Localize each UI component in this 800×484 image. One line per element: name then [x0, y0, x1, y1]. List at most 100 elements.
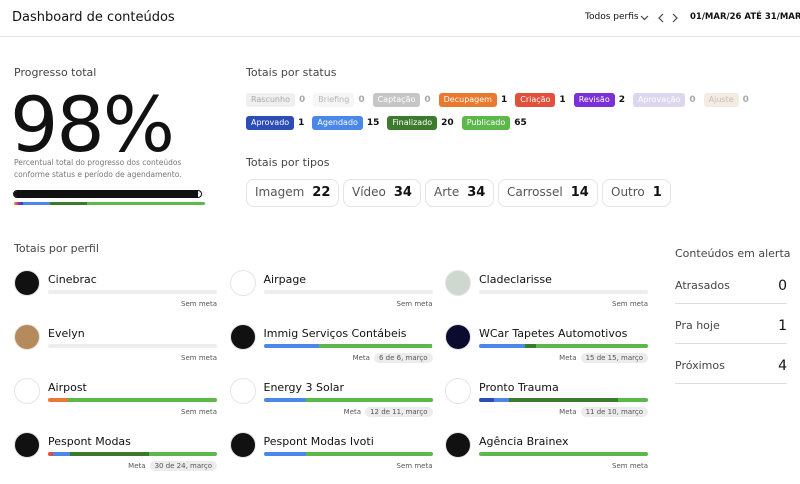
status-pill: Rascunho	[246, 93, 295, 107]
header: Dashboard de conteúdos Todos perfis 01/M…	[0, 0, 800, 37]
alert-label: Pra hoje	[675, 319, 720, 332]
profile-avatar	[229, 324, 256, 350]
goal-label: Sem meta	[181, 354, 217, 362]
status-segment	[15, 202, 18, 205]
alert-label: Atrasados	[675, 279, 730, 292]
prev-period[interactable]	[657, 13, 665, 23]
type-box: Imagem 22	[246, 179, 340, 207]
status-count: 2	[618, 95, 625, 105]
progress-track	[12, 190, 205, 198]
status-count: 0	[689, 95, 696, 105]
progress-segment	[479, 344, 525, 348]
progress-segment	[536, 344, 648, 348]
profile-progress	[263, 290, 433, 294]
status-count: 65	[514, 118, 527, 128]
type-label: Arte	[434, 185, 460, 199]
profile-progress	[479, 452, 648, 456]
progress-description: Percentual total do progresso dos conteú…	[14, 158, 182, 179]
profile-name: WCar Tapetes Automotivos	[479, 327, 628, 340]
progress-segment	[263, 452, 306, 456]
profile-progress	[479, 398, 648, 402]
status-count: 0	[742, 95, 749, 105]
next-period[interactable]	[671, 13, 679, 23]
profile-avatar	[229, 432, 256, 458]
progress-segment	[263, 398, 306, 402]
profile-goal: Sem meta	[48, 300, 217, 308]
divider	[675, 343, 787, 344]
status-pill: Decupagem	[438, 93, 497, 107]
profile-progress	[48, 398, 217, 402]
progress-segment	[305, 398, 433, 402]
profile-avatar	[14, 270, 40, 296]
profile-avatar	[14, 432, 40, 458]
progress-segment	[69, 452, 150, 456]
type-box: Outro 1	[602, 179, 671, 207]
profile-progress	[263, 452, 433, 456]
filter-chevron[interactable]	[640, 14, 649, 22]
profile-progress	[479, 290, 648, 294]
status-count: 0	[298, 95, 306, 105]
profile-name: Cinebrac	[48, 273, 97, 286]
progress-value: 98%	[10, 80, 175, 169]
profile-goal: Meta 30 de 24, março	[48, 461, 217, 471]
profile-name: Pespont Modas	[48, 435, 131, 448]
goal-label: Sem meta	[181, 300, 217, 308]
profile-avatar	[445, 432, 471, 458]
section-title: Totais por perfil	[14, 242, 99, 255]
goal-label: Sem meta	[396, 462, 433, 470]
divider	[675, 383, 787, 384]
status-count: 0	[424, 95, 431, 105]
status-segment	[14, 202, 16, 205]
progress-segment	[68, 398, 217, 402]
progress-segment	[48, 452, 54, 456]
progress-segment	[524, 344, 537, 348]
profile-avatar	[445, 378, 471, 404]
status-count: 1	[500, 95, 508, 105]
progress-segment	[494, 398, 510, 402]
profile-goal: Sem meta	[48, 354, 217, 362]
profile-filter[interactable]: Todos perfis	[585, 12, 639, 22]
profile-name: Energy 3 Solar	[263, 381, 345, 394]
profile-name: Airpage	[263, 273, 307, 286]
progress-segment	[149, 452, 217, 456]
profile-progress	[48, 344, 217, 348]
profile-goal: Meta 6 de 6, março	[264, 353, 433, 363]
status-count: 20	[441, 118, 454, 128]
profile-goal: Meta 11 de 10, março	[479, 407, 648, 417]
type-label: Outro	[611, 185, 645, 199]
status-pill: Agendado	[312, 116, 363, 130]
profile-goal: Sem meta	[479, 462, 648, 470]
profile-name: Pespont Modas Ivoti	[263, 435, 374, 448]
profile-progress	[48, 290, 217, 294]
type-label: Imagem	[255, 185, 305, 199]
type-label: Carrossel	[507, 185, 563, 199]
status-pill: Finalizado	[387, 116, 438, 130]
profile-avatar	[14, 378, 40, 404]
status-count: 0	[358, 95, 365, 105]
goal-chip: 30 de 24, março	[149, 461, 217, 471]
type-count: 34	[467, 185, 486, 200]
status-segment	[21, 202, 24, 205]
goal-chip: 11 de 10, março	[580, 407, 648, 417]
profile-name: Agência Brainex	[479, 435, 569, 448]
section-title: Totais por tipos	[246, 156, 330, 169]
profile-goal: Meta 12 de 11, março	[264, 407, 433, 417]
profile-goal: Sem meta	[264, 300, 433, 308]
goal-label: Sem meta	[181, 408, 217, 416]
goal-label: Meta	[559, 354, 577, 362]
profile-progress	[263, 398, 433, 402]
goal-label: Sem meta	[612, 462, 648, 470]
type-count: 1	[652, 185, 662, 200]
progress-segment	[48, 398, 69, 402]
status-pill: Captação	[372, 93, 421, 107]
status-segment	[86, 202, 205, 205]
page-title: Dashboard de conteúdos	[12, 10, 175, 25]
profile-goal: Sem meta	[479, 300, 648, 308]
alert-count: 4	[778, 358, 787, 374]
progress-bar	[12, 190, 203, 198]
progress-segment	[479, 398, 495, 402]
progress-segment	[263, 344, 320, 348]
status-pill: Aprovação	[633, 93, 686, 107]
status-segment	[50, 202, 87, 205]
